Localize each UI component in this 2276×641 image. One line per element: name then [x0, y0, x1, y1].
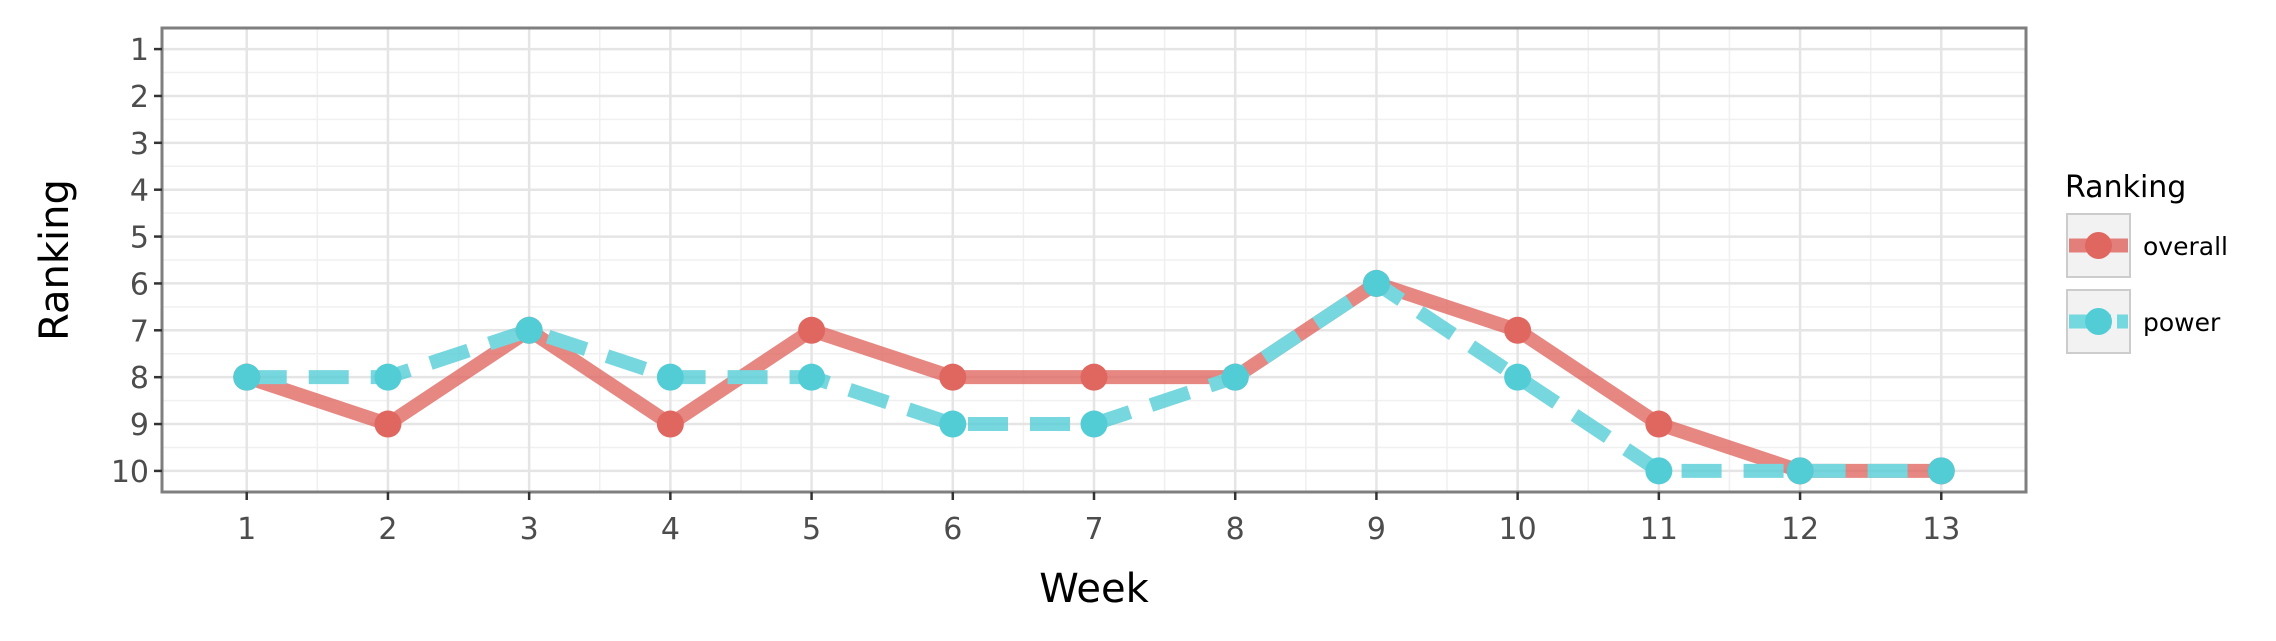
data-point-power — [1362, 269, 1390, 297]
x-tick-label: 11 — [1640, 512, 1678, 547]
y-tick-label: 8 — [130, 361, 149, 396]
legend-key-point-overall — [2085, 232, 2112, 259]
data-point-overall — [939, 363, 967, 391]
y-tick-label: 3 — [130, 127, 149, 162]
y-tick-labels: 1 2 3 4 5 6 7 8 9 10 — [111, 33, 149, 490]
x-tick-label: 4 — [661, 512, 680, 547]
data-point-power — [1080, 410, 1108, 438]
data-point-overall — [1504, 316, 1532, 344]
x-tick-label: 10 — [1499, 512, 1537, 547]
y-tick-label: 2 — [130, 80, 149, 115]
data-point-power — [798, 363, 826, 391]
y-axis-title: Ranking — [32, 179, 78, 341]
data-point-power — [939, 410, 967, 438]
data-point-power — [1504, 363, 1532, 391]
x-tick-labels: 1 2 3 4 5 6 7 8 9 10 11 12 13 — [237, 512, 1960, 547]
data-point-overall — [656, 410, 684, 438]
legend-label-overall: overall — [2143, 232, 2228, 261]
x-tick-label: 2 — [378, 512, 397, 547]
x-tick-label: 8 — [1226, 512, 1245, 547]
y-tick-label: 1 — [130, 33, 149, 68]
data-point-power — [1645, 457, 1673, 485]
data-point-overall — [798, 316, 826, 344]
x-tick-label: 1 — [237, 512, 256, 547]
legend-title: Ranking — [2065, 170, 2186, 205]
y-tick-label: 7 — [130, 314, 149, 349]
data-point-overall — [374, 410, 402, 438]
data-point-power — [515, 316, 543, 344]
y-tick-label: 9 — [130, 408, 149, 443]
data-point-overall — [1645, 410, 1673, 438]
x-tick-label: 5 — [802, 512, 821, 547]
x-tick-label: 12 — [1781, 512, 1819, 547]
data-point-power — [1221, 363, 1249, 391]
x-tick-label: 13 — [1922, 512, 1960, 547]
legend-label-power: power — [2143, 308, 2221, 337]
data-point-overall — [1080, 363, 1108, 391]
series-points — [233, 269, 1955, 485]
x-tick-label: 7 — [1084, 512, 1103, 547]
y-tick-label: 10 — [111, 455, 149, 490]
x-tick-label: 9 — [1367, 512, 1386, 547]
data-point-power — [374, 363, 402, 391]
data-point-power — [1786, 457, 1814, 485]
x-tick-label: 3 — [520, 512, 539, 547]
y-tick-label: 5 — [130, 221, 149, 256]
legend-key-point-power — [2085, 308, 2112, 335]
data-point-power — [233, 363, 261, 391]
series-layer — [233, 269, 1955, 485]
x-axis-title: Week — [1039, 566, 1149, 612]
x-tick-label: 6 — [943, 512, 962, 547]
y-tick-label: 6 — [130, 267, 149, 302]
y-tick-label: 4 — [130, 174, 149, 209]
data-point-power — [656, 363, 684, 391]
data-point-power — [1927, 457, 1955, 485]
axis-ticks — [154, 47, 1943, 500]
legend: Ranking overall power — [2065, 170, 2228, 354]
